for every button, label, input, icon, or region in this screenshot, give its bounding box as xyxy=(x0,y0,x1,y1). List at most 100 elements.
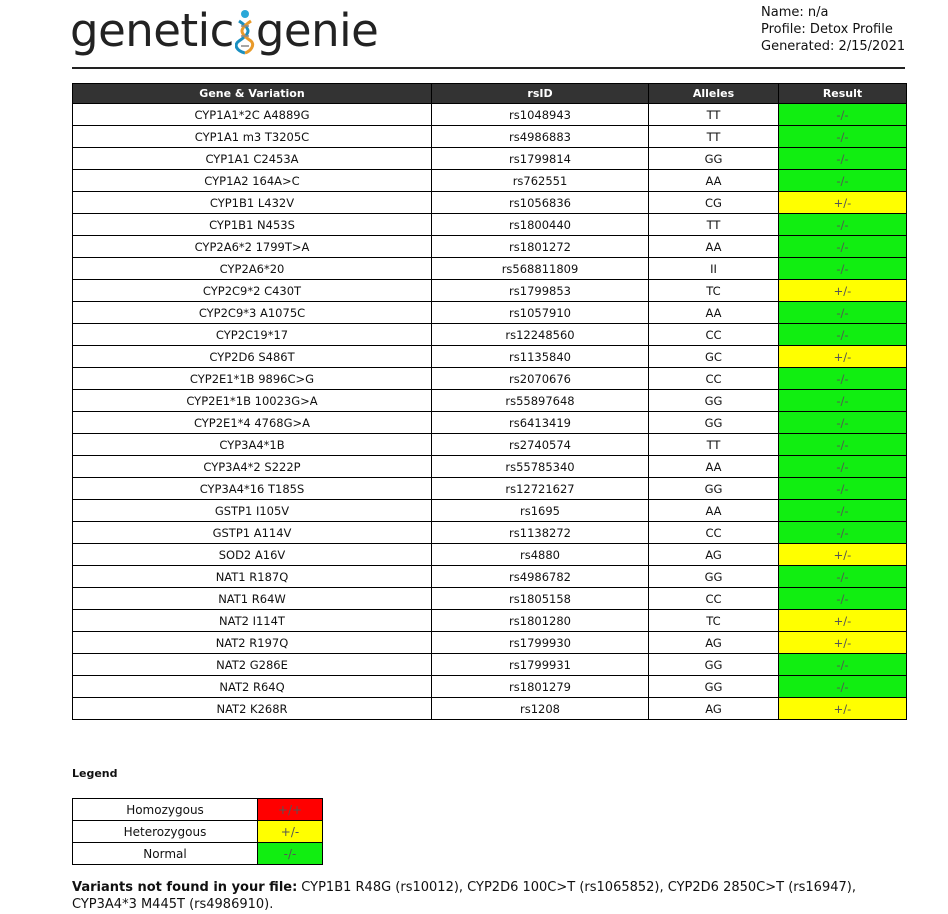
table-row: GSTP1 I105V rs1695 AA -/- xyxy=(72,499,907,522)
result-cell: -/- xyxy=(778,675,907,698)
table-cell: CYP1A1 C2453A xyxy=(72,147,432,170)
result-cell: -/- xyxy=(778,411,907,434)
info-line: Name: n/a xyxy=(761,5,829,20)
result-cell: +/- xyxy=(778,191,907,214)
table-row: NAT2 G286E rs1799931 GG -/- xyxy=(72,653,907,676)
table-cell: GC xyxy=(648,345,779,368)
table-row: CYP3A4*16 T185S rs12721627 GG -/- xyxy=(72,477,907,500)
table-cell: TC xyxy=(648,279,779,302)
table-cell: rs4986883 xyxy=(431,125,649,148)
table-cell: GSTP1 I105V xyxy=(72,499,432,522)
result-cell: -/- xyxy=(778,367,907,390)
table-row: CYP1A1 m3 T3205C rs4986883 TT -/- xyxy=(72,125,907,148)
result-cell: -/- xyxy=(778,169,907,192)
table-row: CYP2E1*4 4768G>A rs6413419 GG -/- xyxy=(72,411,907,434)
column-header: Alleles xyxy=(648,83,779,104)
result-cell: -/- xyxy=(778,477,907,500)
table-row: CYP2D6 S486T rs1135840 GC +/- xyxy=(72,345,907,368)
logo: genetic genie xyxy=(70,4,379,57)
result-cell: -/- xyxy=(778,499,907,522)
legend-row: Heterozygous +/- xyxy=(72,820,323,843)
table-cell: rs12721627 xyxy=(431,477,649,500)
result-cell: +/- xyxy=(778,631,907,654)
results-table: Gene & Variation rsID Alleles Result CYP1A1… xyxy=(72,83,907,720)
legend-label: Homozygous xyxy=(72,798,258,821)
table-cell: CC xyxy=(648,367,779,390)
legend-table: Homozygous +/+ Heterozygous +/- Normal -/- xyxy=(72,798,323,865)
table-cell: rs6413419 xyxy=(431,411,649,434)
table-cell: CYP2E1*1B 10023G>A xyxy=(72,389,432,412)
table-cell: NAT2 R64Q xyxy=(72,675,432,698)
result-cell: +/- xyxy=(778,609,907,632)
table-cell: AA xyxy=(648,235,779,258)
table-cell: TT xyxy=(648,213,779,236)
table-row: NAT2 R64Q rs1801279 GG -/- xyxy=(72,675,907,698)
table-row: NAT2 R197Q rs1799930 AG +/- xyxy=(72,631,907,654)
table-cell: rs1138272 xyxy=(431,521,649,544)
table-cell: rs1799853 xyxy=(431,279,649,302)
table-cell: CYP2A6*2 1799T>A xyxy=(72,235,432,258)
table-cell: CG xyxy=(648,191,779,214)
table-cell: CYP1B1 L432V xyxy=(72,191,432,214)
table-cell: TC xyxy=(648,609,779,632)
table-cell: NAT2 R197Q xyxy=(72,631,432,654)
table-row: NAT2 K268R rs1208 AG +/- xyxy=(72,697,907,720)
result-cell: -/- xyxy=(778,323,907,346)
table-row: NAT1 R187Q rs4986782 GG -/- xyxy=(72,565,907,588)
table-cell: rs1056836 xyxy=(431,191,649,214)
table-cell: GG xyxy=(648,653,779,676)
table-cell: rs2740574 xyxy=(431,433,649,456)
table-cell: CYP3A4*16 T185S xyxy=(72,477,432,500)
table-row: CYP1B1 N453S rs1800440 TT -/- xyxy=(72,213,907,236)
table-cell: TT xyxy=(648,433,779,456)
legend-row: Normal -/- xyxy=(72,842,323,865)
table-row: NAT2 I114T rs1801280 TC +/- xyxy=(72,609,907,632)
table-cell: rs1799930 xyxy=(431,631,649,654)
info-line: Profile: Detox Profile xyxy=(761,22,893,37)
missing-label: Variants not found in your file: xyxy=(72,880,298,895)
table-cell: TT xyxy=(648,103,779,126)
table-cell: NAT2 I114T xyxy=(72,609,432,632)
table-cell: CYP3A4*1B xyxy=(72,433,432,456)
table-cell: CYP2D6 S486T xyxy=(72,345,432,368)
legend-symbol: +/+ xyxy=(257,798,323,821)
result-cell: -/- xyxy=(778,455,907,478)
table-cell: AG xyxy=(648,631,779,654)
table-cell: CYP2E1*1B 9896C>G xyxy=(72,367,432,390)
table-cell: CYP2E1*4 4768G>A xyxy=(72,411,432,434)
table-cell: rs1799931 xyxy=(431,653,649,676)
info-line: Generated: 2/15/2021 xyxy=(761,39,906,54)
table-row: CYP3A4*2 S222P rs55785340 AA -/- xyxy=(72,455,907,478)
logo-text: genetic xyxy=(70,4,234,57)
table-row: CYP2A6*2 1799T>A rs1801272 AA -/- xyxy=(72,235,907,258)
table-row: CYP1A2 164A>C rs762551 AA -/- xyxy=(72,169,907,192)
table-cell: GSTP1 A114V xyxy=(72,521,432,544)
table-cell: CYP1A2 164A>C xyxy=(72,169,432,192)
table-cell: rs4986782 xyxy=(431,565,649,588)
result-cell: -/- xyxy=(778,103,907,126)
table-cell: AA xyxy=(648,301,779,324)
result-cell: +/- xyxy=(778,543,907,566)
result-cell: -/- xyxy=(778,213,907,236)
table-row: GSTP1 A114V rs1138272 CC -/- xyxy=(72,521,907,544)
table-cell: rs1799814 xyxy=(431,147,649,170)
table-cell: NAT1 R64W xyxy=(72,587,432,610)
table-cell: rs55785340 xyxy=(431,455,649,478)
table-cell: II xyxy=(648,257,779,280)
result-cell: +/- xyxy=(778,697,907,720)
result-cell: -/- xyxy=(778,257,907,280)
table-cell: GG xyxy=(648,477,779,500)
header-row: Gene & Variation rsID Alleles Result xyxy=(72,83,907,104)
table-cell: rs55897648 xyxy=(431,389,649,412)
table-cell: GG xyxy=(648,565,779,588)
table-row: CYP2C9*3 A1075C rs1057910 AA -/- xyxy=(72,301,907,324)
table-cell: rs1805158 xyxy=(431,587,649,610)
missing-list: CYP1B1 R48G (rs10012), CYP2D6 100C>T (rs… xyxy=(72,880,856,912)
table-cell: CYP1A1*2C A4889G xyxy=(72,103,432,126)
report-info: Name: n/a Profile: Detox Profile Generat… xyxy=(761,4,905,55)
result-cell: -/- xyxy=(778,147,907,170)
column-header: Result xyxy=(778,83,907,104)
table-cell: AG xyxy=(648,543,779,566)
result-cell: -/- xyxy=(778,235,907,258)
